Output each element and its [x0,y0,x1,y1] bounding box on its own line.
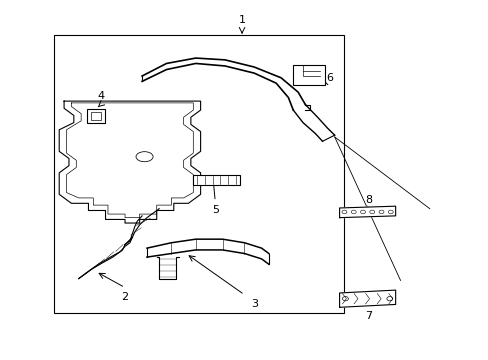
Text: 3: 3 [250,299,257,309]
Text: 1: 1 [238,15,245,26]
Text: 5: 5 [211,206,218,216]
Polygon shape [339,206,395,218]
Text: 6: 6 [325,73,333,83]
Bar [87,109,104,123]
Text: 8: 8 [365,195,372,205]
Polygon shape [339,290,395,307]
Bar [91,112,101,120]
Text: 4: 4 [97,91,104,101]
Text: 2: 2 [121,292,128,302]
Bar [293,65,325,85]
Text: 7: 7 [365,311,372,321]
Bar [193,175,239,185]
Bar [54,35,344,313]
